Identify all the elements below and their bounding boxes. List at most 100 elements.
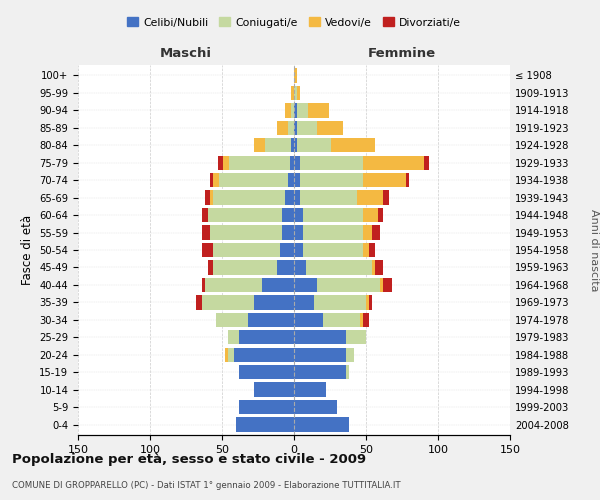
Bar <box>383 278 392 292</box>
Bar <box>294 243 302 257</box>
Text: Maschi: Maschi <box>160 47 212 60</box>
Bar <box>288 120 294 135</box>
Bar <box>380 278 383 292</box>
Bar <box>346 365 349 380</box>
Bar <box>294 68 297 82</box>
Bar <box>239 400 294 414</box>
Bar <box>202 208 208 222</box>
Bar <box>294 295 314 310</box>
Bar <box>294 86 297 100</box>
Bar <box>214 190 286 205</box>
Bar <box>294 173 300 188</box>
Bar <box>302 226 363 239</box>
Bar <box>283 226 294 239</box>
Bar <box>317 120 343 135</box>
Bar <box>302 208 363 222</box>
Bar <box>248 312 294 327</box>
Bar <box>383 190 389 205</box>
Bar <box>216 312 248 327</box>
Bar <box>297 120 317 135</box>
Bar <box>254 295 294 310</box>
Bar <box>229 156 290 170</box>
Bar <box>308 103 329 118</box>
Bar <box>291 86 294 100</box>
Bar <box>239 365 294 380</box>
Bar <box>236 418 294 432</box>
Bar <box>294 208 302 222</box>
Bar <box>363 156 424 170</box>
Bar <box>228 348 233 362</box>
Bar <box>297 86 300 100</box>
Bar <box>346 330 366 344</box>
Bar <box>317 278 380 292</box>
Bar <box>202 278 205 292</box>
Bar <box>223 156 229 170</box>
Bar <box>369 243 374 257</box>
Bar <box>294 365 346 380</box>
Bar <box>286 103 291 118</box>
Bar <box>372 226 380 239</box>
Bar <box>225 348 228 362</box>
Bar <box>280 243 294 257</box>
Bar <box>294 348 346 362</box>
Bar <box>297 138 331 152</box>
Bar <box>305 260 372 274</box>
Bar <box>208 260 214 274</box>
Bar <box>228 330 239 344</box>
Bar <box>202 226 211 239</box>
Bar <box>363 208 377 222</box>
Bar <box>297 103 308 118</box>
Bar <box>233 348 294 362</box>
Bar <box>291 138 294 152</box>
Bar <box>294 312 323 327</box>
Bar <box>406 173 409 188</box>
Bar <box>283 208 294 222</box>
Bar <box>377 208 383 222</box>
Bar <box>286 190 294 205</box>
Bar <box>239 330 294 344</box>
Bar <box>214 173 219 188</box>
Bar <box>214 260 277 274</box>
Bar <box>363 173 406 188</box>
Bar <box>294 103 297 118</box>
Bar <box>363 243 369 257</box>
Bar <box>372 260 374 274</box>
Bar <box>254 138 265 152</box>
Text: Popolazione per età, sesso e stato civile - 2009: Popolazione per età, sesso e stato civil… <box>12 452 366 466</box>
Bar <box>211 173 214 188</box>
Bar <box>294 260 305 274</box>
Bar <box>300 173 363 188</box>
Bar <box>214 243 280 257</box>
Y-axis label: Fasce di età: Fasce di età <box>20 215 34 285</box>
Bar <box>363 312 369 327</box>
Y-axis label: Anni di nascita: Anni di nascita <box>589 209 599 291</box>
Bar <box>331 138 374 152</box>
Bar <box>202 243 214 257</box>
Bar <box>294 330 346 344</box>
Bar <box>288 173 294 188</box>
Bar <box>363 226 372 239</box>
Bar <box>294 400 337 414</box>
Bar <box>290 156 294 170</box>
Bar <box>369 295 372 310</box>
Bar <box>202 295 254 310</box>
Bar <box>360 312 363 327</box>
Bar <box>265 138 291 152</box>
Bar <box>262 278 294 292</box>
Bar <box>211 226 283 239</box>
Bar <box>208 208 283 222</box>
Bar <box>294 190 300 205</box>
Bar <box>205 278 262 292</box>
Bar <box>294 418 349 432</box>
Bar <box>366 295 369 310</box>
Bar <box>302 243 363 257</box>
Bar <box>300 190 358 205</box>
Bar <box>358 190 383 205</box>
Bar <box>294 382 326 397</box>
Bar <box>219 173 288 188</box>
Bar <box>277 260 294 274</box>
Bar <box>205 190 211 205</box>
Bar <box>323 312 360 327</box>
Bar <box>291 103 294 118</box>
Bar <box>374 260 383 274</box>
